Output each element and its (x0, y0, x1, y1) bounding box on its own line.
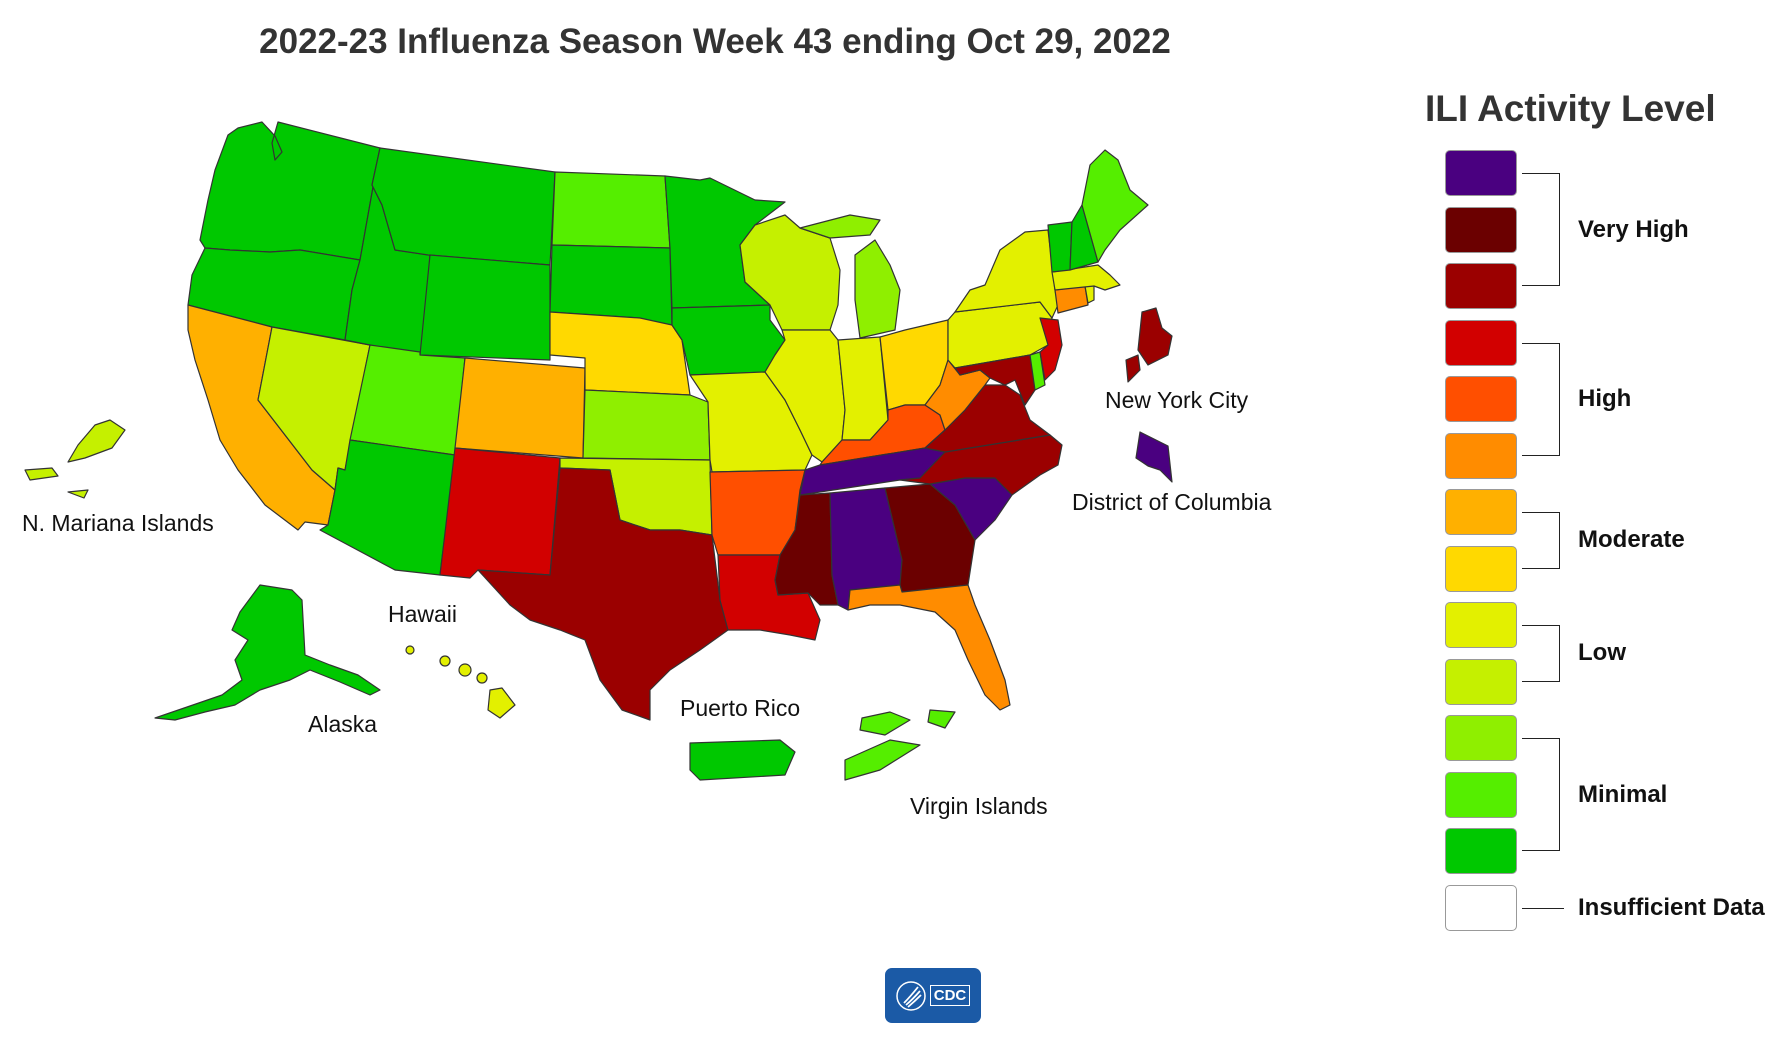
state-nyc[interactable] (1125, 307, 1173, 383)
contiguous-us (187, 121, 1149, 721)
legend-swatch-level-5 (1445, 602, 1517, 648)
legend-swatch-level-11 (1445, 263, 1517, 309)
legend-bracket (1522, 625, 1560, 682)
state-tx[interactable] (477, 467, 729, 721)
legend-bracket (1522, 342, 1560, 456)
state-ia[interactable] (671, 304, 786, 376)
legend-group-label: Very High (1578, 215, 1689, 243)
legend-swatch-level-4 (1445, 658, 1517, 705)
legend-swatch-level-2 (1445, 771, 1517, 818)
state-hi[interactable] (405, 645, 516, 719)
cdc-logo: CDC (885, 968, 981, 1023)
legend-swatch-level-12 (1445, 206, 1517, 253)
legend-bracket (1522, 738, 1560, 851)
state-ks[interactable] (582, 389, 711, 461)
state-co[interactable] (454, 357, 586, 459)
legend-swatch-level-1 (1445, 828, 1517, 874)
state-ak[interactable] (154, 584, 381, 721)
state-ut[interactable] (349, 344, 466, 456)
legend-swatch-level-10 (1445, 319, 1517, 366)
legend-swatch-level-0 (1445, 884, 1517, 931)
state-nm[interactable] (439, 447, 561, 579)
legend-swatch-level-9 (1445, 376, 1517, 422)
label-district-of-columbia: District of Columbia (1072, 489, 1272, 515)
state-ma[interactable] (1051, 264, 1121, 291)
state-dc[interactable] (1135, 431, 1173, 483)
label-n-mariana-islands: N. Mariana Islands (22, 510, 214, 536)
legend-bracket (1522, 173, 1560, 286)
legend-group-label: Insufficient Data (1578, 893, 1765, 921)
state-mt[interactable] (371, 147, 556, 266)
legend-swatch-level-3 (1445, 715, 1517, 761)
state-me[interactable] (1081, 149, 1149, 263)
label-virgin-islands: Virgin Islands (910, 793, 1048, 819)
cdc-logo-text: CDC (929, 985, 971, 1006)
state-wy[interactable] (419, 254, 551, 361)
legend-connector (1522, 907, 1564, 909)
state-nj[interactable] (1039, 317, 1063, 381)
map-title: 2022-23 Influenza Season Week 43 ending … (259, 22, 1171, 61)
state-ny[interactable] (954, 229, 1059, 319)
label-alaska: Alaska (308, 711, 377, 737)
legend-group-label: Minimal (1578, 780, 1668, 808)
state-wi[interactable] (739, 214, 841, 331)
state-nd[interactable] (551, 171, 671, 249)
state-mp[interactable] (24, 419, 126, 499)
state-wa[interactable] (199, 121, 381, 261)
legend-group-label: High (1578, 385, 1632, 412)
hhs-eagle-icon (896, 980, 926, 1011)
legend-group-label: Moderate (1578, 526, 1685, 554)
state-pr[interactable] (689, 739, 796, 781)
legend-swatch-level-8 (1445, 432, 1517, 479)
state-in[interactable] (837, 336, 889, 441)
label-new-york-city: New York City (1105, 387, 1249, 413)
legend-swatch-level-7 (1445, 489, 1517, 535)
legend-swatch-level-13 (1445, 150, 1517, 196)
label-puerto-rico: Puerto Rico (680, 695, 800, 721)
label-hawaii: Hawaii (388, 601, 457, 627)
legend-bracket (1522, 512, 1560, 569)
legend: ILI Activity Level Very High High Moderate… (1410, 88, 1770, 1038)
state-fl[interactable] (847, 584, 1011, 711)
state-vt[interactable] (1047, 221, 1073, 273)
legend-title: ILI Activity Level (1425, 88, 1716, 129)
state-vi[interactable] (844, 709, 956, 781)
legend-swatch-level-6 (1445, 545, 1517, 592)
legend-group-label: Low (1578, 639, 1626, 667)
state-mi[interactable] (799, 214, 901, 339)
ili-activity-map: N. Mariana Islands Hawaii Alaska Puerto … (22, 121, 1272, 819)
